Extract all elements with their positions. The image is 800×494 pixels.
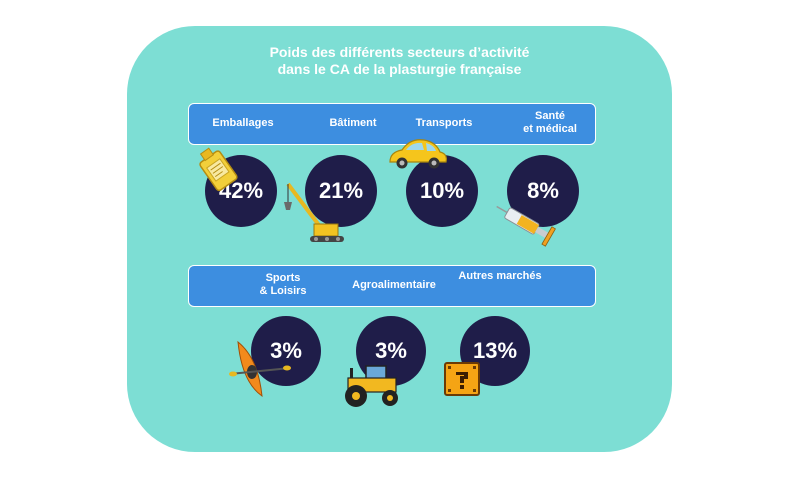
label-sante-line-2: et médical (523, 123, 577, 135)
value-sports: 3% (270, 338, 302, 363)
value-agroalimentaire: 3% (375, 338, 407, 363)
sector-band-row-1 (188, 103, 596, 145)
value-autres: 13% (472, 338, 518, 363)
car-icon (389, 139, 447, 169)
sector-band-row-2 (188, 265, 596, 307)
label-sports-line-2: & Loisirs (259, 285, 307, 297)
value-circle-batiment: 21% (305, 155, 377, 227)
title-line-2: dans le CA de la plasturgie française (277, 61, 522, 77)
label-sante: Santé et médical (515, 110, 585, 136)
label-batiment: Bâtiment (329, 117, 377, 129)
label-agroalimentaire: Agroalimentaire (352, 279, 436, 291)
infographic-title: Poids des différents secteurs d’activité… (127, 44, 672, 78)
question-block-icon (444, 362, 480, 396)
value-transports: 10% (419, 178, 465, 203)
value-sante: 8% (527, 178, 559, 203)
value-circle-transports: 10% (406, 155, 478, 227)
title-line-1: Poids des différents secteurs d’activité (269, 44, 530, 60)
value-circle-emballages: 42% (205, 155, 277, 227)
label-sports: Sports & Loisirs (248, 272, 318, 298)
value-circle-sports: 3% (251, 316, 321, 386)
crane-icon (284, 182, 344, 242)
label-transports: Transports (415, 117, 473, 129)
label-autres-marches: Autres marchés (458, 270, 542, 282)
kayak-icon (229, 340, 291, 398)
label-emballages: Emballages (212, 117, 274, 129)
label-sports-line-1: Sports (265, 272, 301, 284)
label-sante-line-1: Santé (535, 110, 565, 122)
oil-bottle-icon (199, 147, 238, 192)
value-batiment: 21% (318, 178, 364, 203)
syringe-icon (496, 205, 556, 247)
tractor-icon (345, 365, 398, 407)
